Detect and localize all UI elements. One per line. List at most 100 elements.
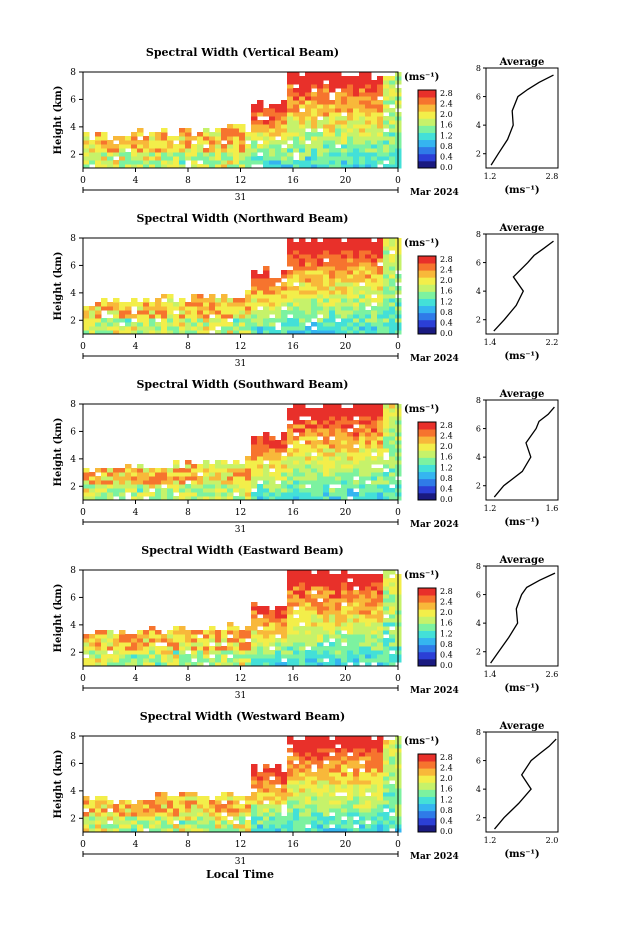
heatmap-cell [155,164,162,169]
heatmap-cell [347,606,354,611]
heatmap-cell [221,804,228,809]
heatmap-cell [269,104,276,109]
heatmap-cell [83,816,90,821]
heatmap-cell [119,662,126,667]
heatmap-cell [317,282,324,287]
heatmap-cell [311,152,318,157]
heatmap-cell [293,322,300,327]
heatmap-cell [227,310,234,315]
heatmap-cell [377,152,384,157]
heatmap-cell [215,654,222,659]
heatmap-cell [365,828,372,833]
heatmap-cell [347,266,354,271]
heatmap-cell [233,496,240,501]
heatmap-cell [347,330,354,335]
heatmap-cell [293,820,300,825]
heatmap-cell [353,314,360,319]
heatmap-cell [299,432,306,437]
heatmap-cell [347,804,354,809]
heatmap-cell [335,310,342,315]
average-y-tick-label: 2 [476,648,481,657]
heatmap-cell [287,800,294,805]
heatmap-cell [383,420,390,425]
heatmap-cell [353,752,360,757]
heatmap-cell [257,492,264,497]
heatmap-cell [353,258,360,263]
colorbar-tick-label: 2.8 [440,255,453,264]
heatmap-cell [263,140,270,145]
heatmap-cell [269,436,276,441]
heatmap-cell [383,594,390,599]
heatmap-cell [335,274,342,279]
heatmap-cell [113,322,120,327]
heatmap-cell [299,788,306,793]
heatmap-cell [287,322,294,327]
heatmap-cell [341,614,348,619]
heatmap-cell [335,92,342,97]
heatmap-cell [383,266,390,271]
heatmap-cell [161,128,168,133]
heatmap-cell [101,322,108,327]
heatmap-cell [323,326,330,331]
heatmap-cell [101,828,108,833]
heatmap-cell [317,448,324,453]
heatmap-cell [305,254,312,259]
heatmap-cell [179,654,186,659]
heatmap-cell [269,160,276,165]
heatmap-cell [359,590,366,595]
heatmap-cell [173,144,180,149]
heatmap-cell [89,654,96,659]
heatmap-cell [341,128,348,133]
heatmap-cell [365,654,372,659]
y-axis-label: Height (km) [53,418,64,487]
heatmap-cell [311,412,318,417]
heatmap-cell [377,132,384,137]
heatmap-cell [179,306,186,311]
heatmap-cell [305,310,312,315]
heatmap-cell [119,488,126,493]
heatmap-cell [263,622,270,627]
heatmap-cell [341,330,348,335]
heatmap-cell [305,330,312,335]
heatmap-cell [317,144,324,149]
heatmap-cell [317,828,324,833]
heatmap-cell [323,598,330,603]
heatmap-cell [317,278,324,283]
heatmap-cell [197,658,204,663]
heatmap-cell [89,662,96,667]
heatmap-cell [137,496,144,501]
heatmap-cell [359,618,366,623]
heatmap-cell [329,136,336,141]
heatmap-cell [209,800,216,805]
heatmap-cell [323,744,330,749]
colorbar-tick-label: 2.4 [440,266,453,275]
heatmap-cell [251,824,258,829]
heatmap-cell [293,768,300,773]
heatmap-cell [209,626,216,631]
heatmap-cell [371,270,378,275]
heatmap-cell [251,322,258,327]
heatmap-cell [209,326,216,331]
heatmap-cell [281,796,288,801]
heatmap-cell [125,476,132,481]
heatmap-cell [299,598,306,603]
heatmap-cell [179,800,186,805]
heatmap-cell [317,570,324,575]
heatmap-cell [365,302,372,307]
heatmap-cell [83,164,90,169]
heatmap-cell [383,476,390,481]
colorbar-frame [417,255,437,335]
heatmap-cell [263,618,270,623]
heatmap-cell [293,262,300,267]
heatmap-cell [389,92,396,97]
heatmap-cell [347,298,354,303]
x-tick-label: 20 [340,176,352,186]
heatmap-cell [209,136,216,141]
heatmap-cell [119,484,126,489]
heatmap-cell [323,590,330,595]
heatmap-cell [377,452,384,457]
heatmap-cell [131,140,138,145]
heatmap-cell [89,816,96,821]
heatmap-cell [389,800,396,805]
heatmap-cell [233,816,240,821]
